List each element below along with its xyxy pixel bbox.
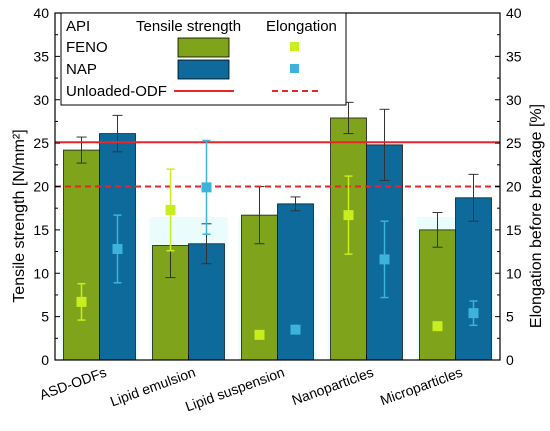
legend-swatch-feno-bar bbox=[177, 37, 230, 58]
y-tick-label-left: 20 bbox=[33, 179, 49, 195]
point-nap-1 bbox=[201, 182, 212, 193]
y-tick-label-right: 40 bbox=[506, 5, 522, 21]
reference-lines bbox=[55, 141, 500, 188]
y-axis-label-right: Elongation before breakage [%] bbox=[528, 104, 545, 328]
y-tick-label-right: 20 bbox=[506, 179, 522, 195]
point-nap-2 bbox=[290, 324, 301, 335]
y-tick-label-left: 35 bbox=[33, 48, 49, 64]
x-tick-label: Lipid suspension bbox=[183, 364, 286, 415]
bar-nap-4 bbox=[455, 197, 492, 361]
x-tick-label: Microparticles bbox=[378, 364, 465, 409]
point-feno-1 bbox=[165, 204, 176, 215]
bar-feno-0 bbox=[63, 149, 100, 361]
y-tick-label-left: 0 bbox=[41, 352, 49, 368]
point-feno-4 bbox=[432, 321, 443, 332]
point-layer bbox=[76, 139, 479, 340]
point-feno-0 bbox=[76, 296, 87, 307]
y-tick-label-right: 5 bbox=[506, 309, 514, 325]
y-tick-label-right: 15 bbox=[506, 222, 522, 238]
y-tick-label-left: 5 bbox=[41, 309, 49, 325]
y-tick-label-right: 30 bbox=[506, 92, 522, 108]
legend-swatch-nap-point bbox=[290, 64, 299, 73]
legend-label-unloaded: Unloaded-ODF bbox=[66, 83, 167, 100]
legend-label-feno: FENO bbox=[66, 39, 108, 56]
y-tick-label-left: 10 bbox=[33, 265, 49, 281]
legend-label-nap: NAP bbox=[66, 61, 97, 78]
point-feno-3 bbox=[343, 210, 354, 221]
legend: API Tensile strength Elongation FENO NAP… bbox=[60, 12, 347, 106]
legend-header-tensile: Tensile strength bbox=[136, 18, 241, 35]
y-tick-label-left: 15 bbox=[33, 222, 49, 238]
legend-swatch-feno-point bbox=[290, 42, 299, 51]
y-tick-label-right: 0 bbox=[506, 352, 514, 368]
point-nap-0 bbox=[112, 243, 123, 254]
x-tick-label: ASD-ODFs bbox=[37, 364, 108, 403]
bar-nap-2 bbox=[277, 203, 314, 361]
y-tick-label-right: 25 bbox=[506, 135, 522, 151]
y-tick-label-left: 40 bbox=[33, 5, 49, 21]
point-nap-4 bbox=[468, 308, 479, 319]
y-axis-label-left: Tensile strength [N/mm²] bbox=[11, 129, 28, 302]
legend-swatch-nap-bar bbox=[177, 59, 230, 80]
legend-header-elongation: Elongation bbox=[266, 18, 337, 35]
x-tick-label: Nanoparticles bbox=[290, 364, 376, 408]
bar-feno-4 bbox=[419, 229, 456, 361]
y-tick-label-left: 30 bbox=[33, 92, 49, 108]
legend-box bbox=[60, 12, 347, 106]
y-tick-label-right: 35 bbox=[506, 48, 522, 64]
y-tick-label-left: 25 bbox=[33, 135, 49, 151]
point-feno-2 bbox=[254, 329, 265, 340]
legend-header-api: API bbox=[66, 18, 90, 35]
point-nap-3 bbox=[379, 254, 390, 265]
y-tick-label-right: 10 bbox=[506, 265, 522, 281]
